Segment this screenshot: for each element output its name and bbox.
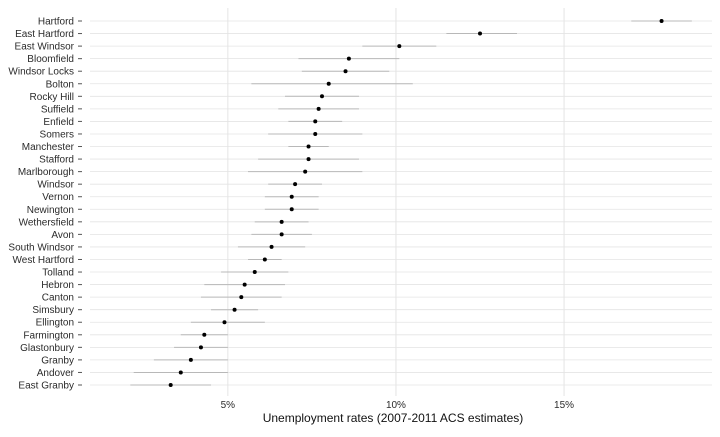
data-point bbox=[232, 307, 237, 312]
data-point bbox=[239, 295, 244, 300]
data-point bbox=[659, 19, 664, 23]
category-label: Vernon bbox=[42, 192, 74, 203]
data-point bbox=[478, 31, 483, 36]
data-point bbox=[306, 144, 311, 149]
category-label: Hebron bbox=[41, 280, 74, 291]
data-point bbox=[222, 320, 227, 325]
point-layer bbox=[168, 19, 664, 387]
category-label: Enfield bbox=[43, 117, 74, 128]
data-point bbox=[198, 345, 203, 350]
data-point bbox=[279, 232, 284, 237]
x-tick-label: 15% bbox=[554, 400, 574, 411]
category-label: Simsbury bbox=[32, 305, 74, 316]
category-label: East Windsor bbox=[15, 42, 75, 53]
data-point bbox=[269, 244, 274, 249]
category-label: Suffield bbox=[41, 104, 74, 115]
category-label: Glastonbury bbox=[20, 343, 74, 354]
category-label: East Granby bbox=[18, 381, 74, 392]
error-bar-layer bbox=[130, 20, 692, 386]
data-point bbox=[397, 44, 402, 49]
category-label: Ellington bbox=[36, 318, 74, 329]
category-label: Windsor bbox=[37, 180, 74, 191]
category-label: Granby bbox=[41, 355, 74, 366]
data-point bbox=[279, 219, 284, 224]
category-label: Newington bbox=[27, 205, 74, 216]
data-point bbox=[168, 383, 173, 387]
data-point bbox=[346, 56, 351, 61]
data-point bbox=[242, 282, 247, 287]
category-label: Windsor Locks bbox=[8, 67, 74, 78]
data-point bbox=[178, 370, 183, 375]
data-point bbox=[289, 194, 294, 199]
data-point bbox=[262, 257, 267, 262]
x-tick-label: 10% bbox=[386, 400, 406, 411]
category-label: Andover bbox=[37, 368, 75, 379]
x-tick-label-layer: 5% 10% 15% bbox=[221, 400, 575, 411]
data-point bbox=[188, 357, 193, 362]
category-label: South Windsor bbox=[8, 242, 74, 253]
data-point bbox=[202, 332, 207, 337]
grid-layer bbox=[90, 8, 712, 396]
category-label: Marlborough bbox=[18, 167, 74, 178]
data-point bbox=[252, 270, 257, 275]
data-point bbox=[313, 119, 318, 124]
x-axis-title: Unemployment rates (2007-2011 ACS estima… bbox=[263, 411, 524, 425]
data-point bbox=[303, 169, 308, 174]
category-label: Tolland bbox=[42, 268, 74, 279]
data-point bbox=[313, 131, 318, 136]
data-point bbox=[289, 207, 294, 212]
data-point bbox=[306, 157, 311, 162]
category-label: Bolton bbox=[46, 79, 74, 90]
category-label: East Hartford bbox=[15, 29, 74, 40]
category-label: Rocky Hill bbox=[30, 92, 74, 103]
category-label: Bloomfield bbox=[27, 54, 74, 65]
category-label: Manchester bbox=[22, 142, 75, 153]
data-point bbox=[293, 182, 298, 187]
category-label: Canton bbox=[42, 293, 74, 304]
category-label: Stafford bbox=[39, 155, 74, 166]
category-label: Somers bbox=[40, 129, 74, 140]
data-point bbox=[316, 106, 321, 111]
data-point bbox=[343, 69, 348, 74]
category-label: Hartford bbox=[38, 17, 74, 28]
data-point bbox=[319, 94, 324, 99]
category-label: Avon bbox=[51, 230, 74, 241]
category-label: Farmington bbox=[23, 330, 74, 341]
x-tick-label: 5% bbox=[221, 400, 236, 411]
data-point bbox=[326, 81, 331, 86]
category-label: Wethersfield bbox=[19, 217, 74, 228]
category-label: West Hartford bbox=[13, 255, 75, 266]
